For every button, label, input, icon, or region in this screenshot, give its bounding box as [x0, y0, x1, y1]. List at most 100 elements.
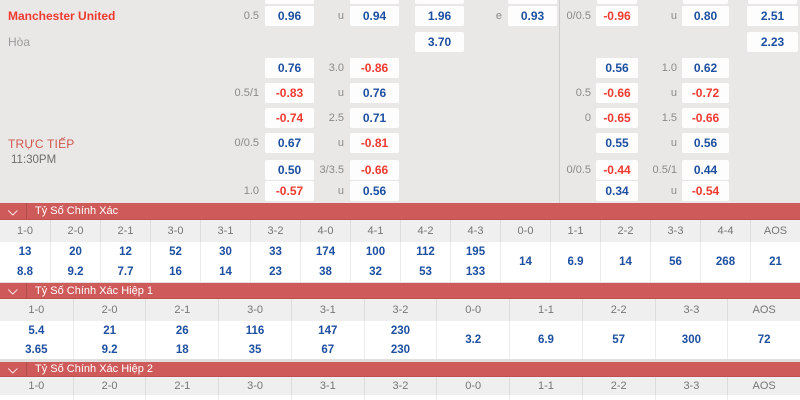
score-odds-value[interactable]: 30: [219, 246, 232, 258]
odds-value-box[interactable]: 0.93: [508, 6, 557, 26]
score-odds-value[interactable]: 14: [619, 256, 632, 268]
score-cell: 195 133: [450, 242, 500, 282]
score-odds-value[interactable]: 14: [519, 256, 532, 268]
score-odds-value[interactable]: 230: [390, 343, 411, 356]
odds-value-box[interactable]: 2.23: [747, 31, 798, 52]
odds-value-box[interactable]: -0.72: [682, 83, 729, 103]
odds-value-box[interactable]: -0.74: [265, 108, 314, 128]
odds-value-box[interactable]: 0.80: [682, 6, 729, 26]
odds-value-box[interactable]: 0.50: [265, 159, 314, 180]
score-odds-value[interactable]: 38: [319, 266, 332, 278]
odds-value-box[interactable]: -0.66: [596, 83, 638, 103]
odds-value-box[interactable]: 0.44: [682, 159, 729, 180]
odds-value-box[interactable]: 0.34: [596, 180, 638, 201]
score-odds-value[interactable]: 53: [419, 266, 432, 278]
score-odds-value[interactable]: 230: [390, 324, 411, 337]
score-odds-value[interactable]: 5.4: [28, 324, 45, 337]
handicap-label: u: [337, 87, 344, 99]
score-odds-value[interactable]: 57: [612, 334, 626, 346]
section-header-bar[interactable]: Tỷ Số Chính Xác: [0, 203, 800, 220]
handicap-label: 0/0.5: [566, 10, 591, 22]
score-odds-value[interactable]: 33: [269, 246, 282, 258]
score-odds-value[interactable]: 116: [245, 324, 265, 337]
chevron-down-icon[interactable]: [0, 203, 27, 219]
odds-row: 0.76 3.0 -0.86 0.56 1.0 0.62: [0, 56, 800, 80]
live-info: TRỰC TIẾP 11:30PM: [8, 137, 75, 166]
score-odds-value[interactable]: 20: [69, 246, 82, 258]
score-odds-value[interactable]: 18: [175, 343, 189, 356]
odds-value-box[interactable]: -0.96: [596, 6, 638, 26]
score-odds-value[interactable]: 133: [465, 266, 486, 278]
score-odds-value[interactable]: 72: [757, 334, 771, 346]
score-odds-value[interactable]: 32: [369, 266, 382, 278]
odds-value-box[interactable]: -0.65: [596, 108, 638, 128]
odds-value-box[interactable]: 2.51: [747, 6, 798, 26]
score-odds-value[interactable]: 6.9: [567, 256, 584, 268]
odds-value-box[interactable]: 0.62: [682, 58, 729, 78]
score-odds-value[interactable]: 21: [103, 324, 116, 337]
score-odds-value[interactable]: 13: [18, 246, 32, 258]
odds-value-box[interactable]: -0.44: [596, 159, 638, 180]
odds-value-box[interactable]: 0.55: [596, 133, 638, 153]
score-odds-value[interactable]: 23: [269, 266, 282, 278]
odds-value-box[interactable]: -0.83: [265, 83, 314, 103]
score-odds-value[interactable]: 3.65: [25, 343, 48, 356]
score-cell: 14: [600, 242, 650, 282]
handicap-label: 1.5: [661, 112, 677, 124]
score-odds-value[interactable]: 6.9: [537, 334, 554, 346]
handicap-label: 1.0: [661, 62, 677, 74]
odds-value-box[interactable]: -0.57: [265, 180, 314, 201]
score-odds-value[interactable]: 300: [681, 334, 701, 346]
score-odds-value[interactable]: 100: [365, 246, 386, 258]
score-odds-value[interactable]: 9.2: [67, 266, 84, 278]
handicap-label: 3.0: [328, 62, 344, 74]
section-header-bar[interactable]: Tỷ Số Chính Xác Hiệp 2: [0, 362, 800, 377]
score-odds-value[interactable]: 7.7: [117, 266, 134, 278]
score-odds-value[interactable]: 174: [315, 246, 336, 258]
score-odds-value[interactable]: 8.8: [17, 266, 33, 278]
odds-value-box[interactable]: 0.67: [265, 133, 314, 153]
score-odds-value[interactable]: 3.2: [465, 334, 482, 346]
odds-value-box[interactable]: -0.86: [350, 58, 399, 78]
score-odds-value[interactable]: 52: [169, 246, 182, 258]
score-column-header: 3-3: [654, 377, 728, 395]
cutoff-odds-box: [350, 0, 399, 4]
odds-value-box[interactable]: -0.66: [350, 159, 399, 180]
odds-value-box[interactable]: 0.56: [682, 133, 729, 153]
score-column-header: 2-0: [72, 377, 146, 395]
score-cell: [727, 395, 800, 400]
score-odds-value[interactable]: 268: [715, 256, 736, 268]
score-column-header: 0-0: [500, 220, 550, 242]
score-odds-value[interactable]: 56: [669, 256, 682, 268]
odds-value-box[interactable]: -0.54: [682, 180, 729, 201]
score-odds-value[interactable]: 9.2: [101, 343, 118, 356]
odds-value-box[interactable]: 0.56: [350, 180, 399, 201]
score-odds-value[interactable]: 16: [169, 266, 182, 278]
score-odds-value[interactable]: 67: [321, 343, 335, 356]
score-column-header: 3-2: [363, 377, 437, 395]
score-odds-value[interactable]: 112: [416, 246, 435, 258]
score-odds-value[interactable]: 26: [175, 324, 189, 337]
odds-value-box[interactable]: 3.70: [415, 31, 464, 52]
odds-value-box[interactable]: 0.56: [596, 58, 638, 78]
score-odds-value[interactable]: 21: [769, 256, 782, 268]
odds-value-box[interactable]: -0.66: [682, 108, 729, 128]
odds-value-box[interactable]: 0.76: [350, 83, 399, 103]
odds-value-box[interactable]: 1.96: [415, 6, 464, 26]
score-odds-value[interactable]: 14: [219, 266, 232, 278]
chevron-down-icon[interactable]: [0, 362, 27, 376]
score-cell: 112 53: [400, 242, 450, 282]
odds-panel: TRỰC TIẾP 11:30PM Manchester United 0.5 0.…: [0, 0, 800, 203]
score-odds-value[interactable]: 35: [248, 343, 262, 356]
chevron-down-icon[interactable]: [0, 283, 27, 298]
score-odds-value[interactable]: 147: [318, 324, 338, 337]
odds-value-box[interactable]: 0.96: [265, 6, 314, 26]
odds-value-box[interactable]: 0.94: [350, 6, 399, 26]
odds-value-box[interactable]: 0.76: [265, 58, 314, 78]
score-odds-value[interactable]: 12: [119, 246, 132, 258]
section-header-bar[interactable]: Tỷ Số Chính Xác Hiệp 1: [0, 283, 800, 299]
odds-value-box[interactable]: 0.71: [350, 108, 399, 128]
score-odds-value[interactable]: 195: [465, 246, 486, 258]
score-column-header: 4-3: [450, 220, 500, 242]
odds-value-box[interactable]: -0.81: [350, 133, 399, 153]
